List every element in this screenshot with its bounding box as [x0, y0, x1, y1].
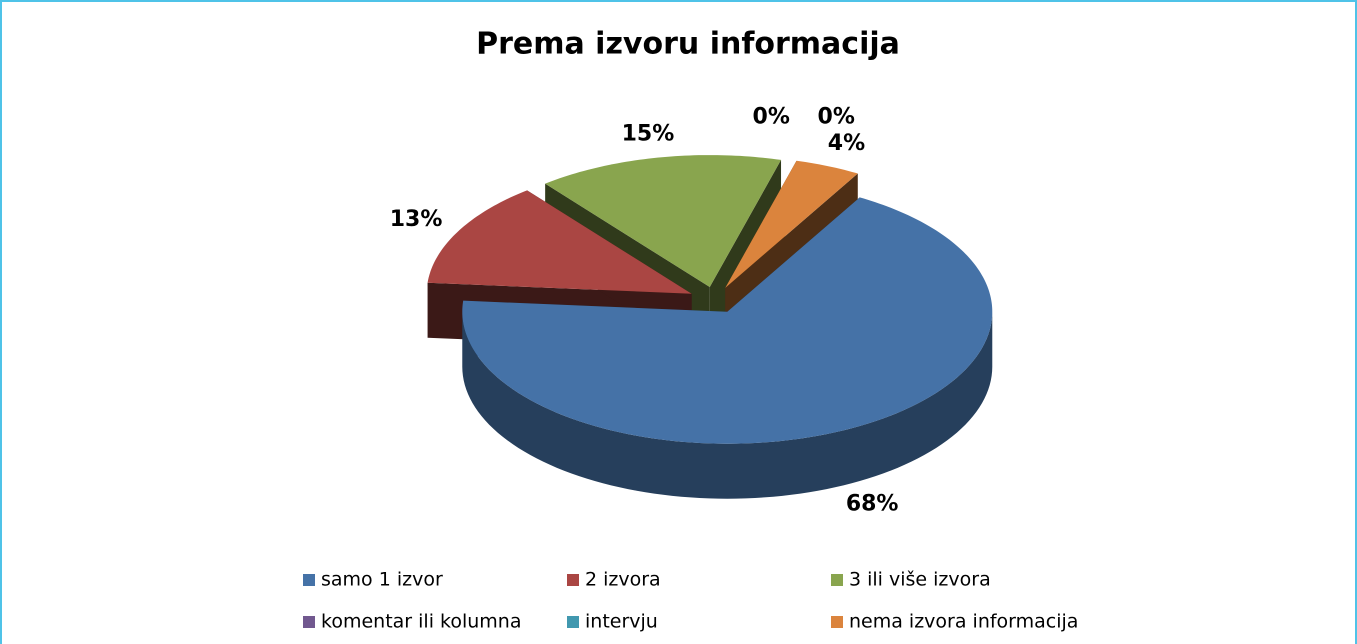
legend-label: komentar ili kolumna	[321, 611, 521, 633]
data-label: 0%	[753, 104, 790, 129]
legend-label: intervju	[585, 611, 658, 633]
slice	[462, 197, 993, 499]
legend-label: 2 izvora	[585, 569, 661, 591]
legend-label: samo 1 izvor	[321, 569, 443, 591]
data-label: 13%	[390, 207, 443, 232]
labels: 68%13%15%0% 0%4%	[390, 104, 899, 516]
legend-swatch	[567, 574, 579, 586]
legend-swatch	[303, 574, 315, 586]
legend-swatch	[831, 574, 843, 586]
data-label: 0%	[818, 104, 855, 129]
legend-swatch	[303, 616, 315, 628]
slice-wall	[462, 311, 993, 499]
slice-top	[427, 190, 692, 294]
legend-swatch	[831, 616, 843, 628]
legend-label: 3 ili više izvora	[849, 569, 991, 591]
slice-top	[725, 160, 858, 288]
data-label: 68%	[846, 492, 899, 517]
pie	[427, 155, 993, 499]
data-label: 4%	[828, 131, 865, 156]
chart-title: Prema izvoru informacija	[476, 27, 900, 62]
data-label: 15%	[622, 121, 675, 146]
slice-top	[545, 155, 782, 288]
legend-label: nema izvora informacija	[849, 611, 1078, 633]
legend: samo 1 izvor 2 izvora 3 ili više izvora kom…	[303, 569, 1078, 633]
legend-swatch	[567, 616, 579, 628]
slice-top	[462, 197, 993, 444]
